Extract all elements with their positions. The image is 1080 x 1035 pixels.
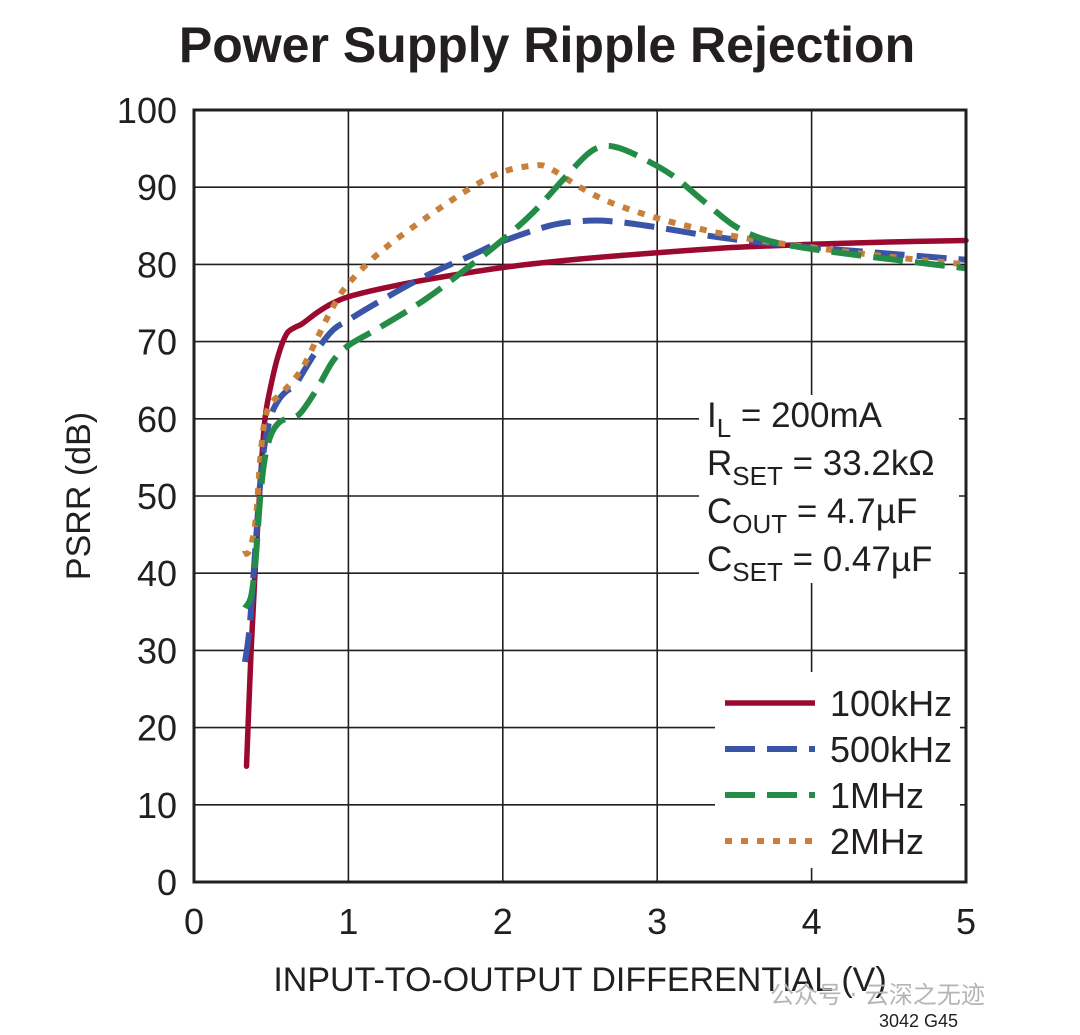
condition-2: COUT = 4.7µF xyxy=(707,492,917,539)
y-tick-0: 0 xyxy=(157,862,177,903)
y-tick-20: 20 xyxy=(137,708,177,749)
x-tick-labels: 0 1 2 3 4 5 xyxy=(184,901,976,942)
x-tick-0: 0 xyxy=(184,901,204,942)
y-tick-labels: 0 10 20 30 40 50 60 70 80 90 100 xyxy=(117,90,177,903)
series-line-2MHz xyxy=(241,162,967,557)
x-tick-5: 5 xyxy=(956,901,976,942)
y-tick-30: 30 xyxy=(137,630,177,671)
condition-3: CSET = 0.47µF xyxy=(707,540,932,587)
y-tick-100: 100 xyxy=(117,90,177,131)
chart-title: Power Supply Ripple Rejection xyxy=(179,17,915,73)
legend: 100kHz 500kHz 1MHz 2MHz xyxy=(725,683,952,862)
series-line-1MHz xyxy=(242,142,967,610)
figure-code: 3042 G45 xyxy=(879,1011,958,1031)
legend-label-1MHz: 1MHz xyxy=(830,775,924,816)
x-tick-2: 2 xyxy=(493,901,513,942)
x-axis-label: INPUT-TO-OUTPUT DIFFERENTIAL (V) xyxy=(273,961,886,999)
x-tick-4: 4 xyxy=(802,901,822,942)
y-tick-60: 60 xyxy=(137,399,177,440)
y-tick-40: 40 xyxy=(137,553,177,594)
conditions-box xyxy=(699,395,959,583)
watermark: 公众号 · 云深之无迹 xyxy=(770,981,985,1009)
y-tick-10: 10 xyxy=(137,785,177,826)
x-tick-3: 3 xyxy=(647,901,667,942)
y-tick-90: 90 xyxy=(137,167,177,208)
series-line-500kHz xyxy=(242,217,967,663)
series-lines xyxy=(241,142,969,769)
x-tick-1: 1 xyxy=(338,901,358,942)
y-tick-70: 70 xyxy=(137,322,177,363)
y-tick-80: 80 xyxy=(137,244,177,285)
condition-0: IL = 200mA xyxy=(707,396,883,443)
legend-label-2MHz: 2MHz xyxy=(830,821,924,862)
legend-label-500kHz: 500kHz xyxy=(830,729,952,770)
legend-label-100kHz: 100kHz xyxy=(830,683,952,724)
condition-1: RSET = 33.2kΩ xyxy=(707,444,935,491)
plot-frame xyxy=(192,108,968,884)
y-axis-label: PSRR (dB) xyxy=(60,412,98,580)
y-tick-50: 50 xyxy=(137,476,177,517)
